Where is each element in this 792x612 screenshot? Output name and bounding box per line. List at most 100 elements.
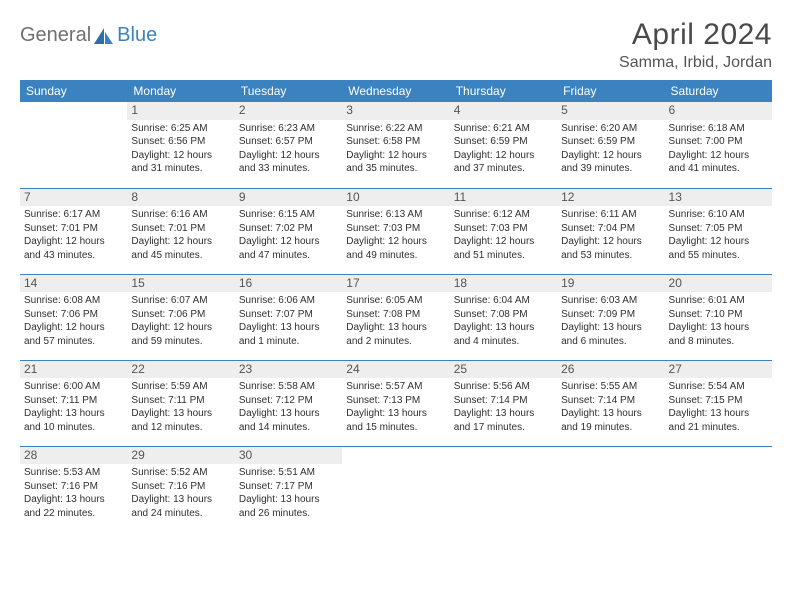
- calendar-day-cell: 19Sunrise: 6:03 AMSunset: 7:09 PMDayligh…: [557, 274, 664, 360]
- day-detail-text: Sunrise: 6:22 AMSunset: 6:58 PMDaylight:…: [346, 122, 445, 176]
- calendar-day-cell: 24Sunrise: 5:57 AMSunset: 7:13 PMDayligh…: [342, 360, 449, 446]
- logo-text-general: General: [20, 24, 91, 47]
- sunrise-line: Sunrise: 6:11 AM: [561, 208, 660, 222]
- day-number: 14: [20, 275, 127, 293]
- sunset-line: Sunset: 7:14 PM: [454, 394, 553, 408]
- sunrise-line: Sunrise: 6:21 AM: [454, 122, 553, 136]
- sunset-line: Sunset: 7:17 PM: [239, 480, 338, 494]
- day-detail-text: Sunrise: 6:11 AMSunset: 7:04 PMDaylight:…: [561, 208, 660, 262]
- calendar-day-cell: 8Sunrise: 6:16 AMSunset: 7:01 PMDaylight…: [127, 188, 234, 274]
- daylight-line: Daylight: 13 hours and 10 minutes.: [24, 407, 123, 434]
- day-detail-text: Sunrise: 5:55 AMSunset: 7:14 PMDaylight:…: [561, 380, 660, 434]
- daylight-line: Daylight: 12 hours and 59 minutes.: [131, 321, 230, 348]
- day-number: 2: [235, 102, 342, 120]
- logo-sail-icon: [93, 27, 115, 45]
- sunrise-line: Sunrise: 6:10 AM: [669, 208, 768, 222]
- sunrise-line: Sunrise: 6:06 AM: [239, 294, 338, 308]
- daylight-line: Daylight: 12 hours and 53 minutes.: [561, 235, 660, 262]
- logo: General Blue: [20, 18, 157, 47]
- daylight-line: Daylight: 13 hours and 21 minutes.: [669, 407, 768, 434]
- sunrise-line: Sunrise: 6:04 AM: [454, 294, 553, 308]
- day-detail-text: Sunrise: 6:13 AMSunset: 7:03 PMDaylight:…: [346, 208, 445, 262]
- day-detail-text: Sunrise: 6:12 AMSunset: 7:03 PMDaylight:…: [454, 208, 553, 262]
- sunrise-line: Sunrise: 5:53 AM: [24, 466, 123, 480]
- day-number: 8: [127, 189, 234, 207]
- day-detail-text: Sunrise: 6:21 AMSunset: 6:59 PMDaylight:…: [454, 122, 553, 176]
- sunset-line: Sunset: 7:09 PM: [561, 308, 660, 322]
- sunset-line: Sunset: 7:14 PM: [561, 394, 660, 408]
- calendar-day-cell: 14Sunrise: 6:08 AMSunset: 7:06 PMDayligh…: [20, 274, 127, 360]
- calendar-week-row: 1Sunrise: 6:25 AMSunset: 6:56 PMDaylight…: [20, 102, 772, 188]
- dow-friday: Friday: [557, 80, 664, 102]
- sunrise-line: Sunrise: 5:57 AM: [346, 380, 445, 394]
- day-number: 13: [665, 189, 772, 207]
- daylight-line: Daylight: 12 hours and 57 minutes.: [24, 321, 123, 348]
- day-number: 7: [20, 189, 127, 207]
- sunrise-line: Sunrise: 6:03 AM: [561, 294, 660, 308]
- sunrise-line: Sunrise: 6:20 AM: [561, 122, 660, 136]
- calendar-day-cell: [20, 102, 127, 188]
- sunset-line: Sunset: 6:59 PM: [561, 135, 660, 149]
- day-detail-text: Sunrise: 5:58 AMSunset: 7:12 PMDaylight:…: [239, 380, 338, 434]
- day-number: 26: [557, 361, 664, 379]
- day-detail-text: Sunrise: 6:04 AMSunset: 7:08 PMDaylight:…: [454, 294, 553, 348]
- day-detail-text: Sunrise: 6:10 AMSunset: 7:05 PMDaylight:…: [669, 208, 768, 262]
- dow-thursday: Thursday: [450, 80, 557, 102]
- sunset-line: Sunset: 7:15 PM: [669, 394, 768, 408]
- sunset-line: Sunset: 6:58 PM: [346, 135, 445, 149]
- daylight-line: Daylight: 12 hours and 51 minutes.: [454, 235, 553, 262]
- day-number: 22: [127, 361, 234, 379]
- calendar-day-cell: [342, 446, 449, 532]
- sunrise-line: Sunrise: 5:58 AM: [239, 380, 338, 394]
- sunrise-line: Sunrise: 6:12 AM: [454, 208, 553, 222]
- day-detail-text: Sunrise: 5:56 AMSunset: 7:14 PMDaylight:…: [454, 380, 553, 434]
- day-detail-text: Sunrise: 6:18 AMSunset: 7:00 PMDaylight:…: [669, 122, 768, 176]
- calendar-day-cell: 5Sunrise: 6:20 AMSunset: 6:59 PMDaylight…: [557, 102, 664, 188]
- day-number: 30: [235, 447, 342, 465]
- sunset-line: Sunset: 6:56 PM: [131, 135, 230, 149]
- daylight-line: Daylight: 12 hours and 43 minutes.: [24, 235, 123, 262]
- day-detail-text: Sunrise: 5:59 AMSunset: 7:11 PMDaylight:…: [131, 380, 230, 434]
- sunrise-line: Sunrise: 5:51 AM: [239, 466, 338, 480]
- day-detail-text: Sunrise: 6:00 AMSunset: 7:11 PMDaylight:…: [24, 380, 123, 434]
- calendar-day-cell: 4 Sunrise: 6:21 AMSunset: 6:59 PMDaylight…: [450, 102, 557, 188]
- calendar-day-cell: 23Sunrise: 5:58 AMSunset: 7:12 PMDayligh…: [235, 360, 342, 446]
- daylight-line: Daylight: 13 hours and 17 minutes.: [454, 407, 553, 434]
- calendar-day-cell: 12Sunrise: 6:11 AMSunset: 7:04 PMDayligh…: [557, 188, 664, 274]
- daylight-line: Daylight: 12 hours and 47 minutes.: [239, 235, 338, 262]
- daylight-line: Daylight: 13 hours and 26 minutes.: [239, 493, 338, 520]
- month-title: April 2024: [619, 18, 772, 52]
- daylight-line: Daylight: 13 hours and 2 minutes.: [346, 321, 445, 348]
- sunrise-line: Sunrise: 6:00 AM: [24, 380, 123, 394]
- calendar-day-cell: 21Sunrise: 6:00 AMSunset: 7:11 PMDayligh…: [20, 360, 127, 446]
- calendar-day-cell: 28Sunrise: 5:53 AMSunset: 7:16 PMDayligh…: [20, 446, 127, 532]
- day-detail-text: Sunrise: 6:05 AMSunset: 7:08 PMDaylight:…: [346, 294, 445, 348]
- sunset-line: Sunset: 7:11 PM: [131, 394, 230, 408]
- calendar-week-row: 14Sunrise: 6:08 AMSunset: 7:06 PMDayligh…: [20, 274, 772, 360]
- sunrise-line: Sunrise: 6:18 AM: [669, 122, 768, 136]
- sunrise-line: Sunrise: 6:16 AM: [131, 208, 230, 222]
- sunset-line: Sunset: 7:05 PM: [669, 222, 768, 236]
- day-number: 17: [342, 275, 449, 293]
- daylight-line: Daylight: 12 hours and 41 minutes.: [669, 149, 768, 176]
- day-detail-text: Sunrise: 6:03 AMSunset: 7:09 PMDaylight:…: [561, 294, 660, 348]
- sunset-line: Sunset: 7:08 PM: [454, 308, 553, 322]
- sunset-line: Sunset: 7:02 PM: [239, 222, 338, 236]
- sunset-line: Sunset: 7:16 PM: [24, 480, 123, 494]
- daylight-line: Daylight: 12 hours and 45 minutes.: [131, 235, 230, 262]
- day-detail-text: Sunrise: 6:17 AMSunset: 7:01 PMDaylight:…: [24, 208, 123, 262]
- title-block: April 2024 Samma, Irbid, Jordan: [619, 18, 772, 72]
- daylight-line: Daylight: 13 hours and 19 minutes.: [561, 407, 660, 434]
- sunset-line: Sunset: 7:12 PM: [239, 394, 338, 408]
- day-detail-text: Sunrise: 5:52 AMSunset: 7:16 PMDaylight:…: [131, 466, 230, 520]
- sunrise-line: Sunrise: 6:15 AM: [239, 208, 338, 222]
- logo-text-blue: Blue: [117, 24, 157, 47]
- daylight-line: Daylight: 13 hours and 24 minutes.: [131, 493, 230, 520]
- sunrise-line: Sunrise: 6:25 AM: [131, 122, 230, 136]
- day-number: 4: [450, 102, 557, 120]
- day-detail-text: Sunrise: 5:53 AMSunset: 7:16 PMDaylight:…: [24, 466, 123, 520]
- day-number: 20: [665, 275, 772, 293]
- calendar-day-cell: 6Sunrise: 6:18 AMSunset: 7:00 PMDaylight…: [665, 102, 772, 188]
- day-number: 29: [127, 447, 234, 465]
- day-number: 23: [235, 361, 342, 379]
